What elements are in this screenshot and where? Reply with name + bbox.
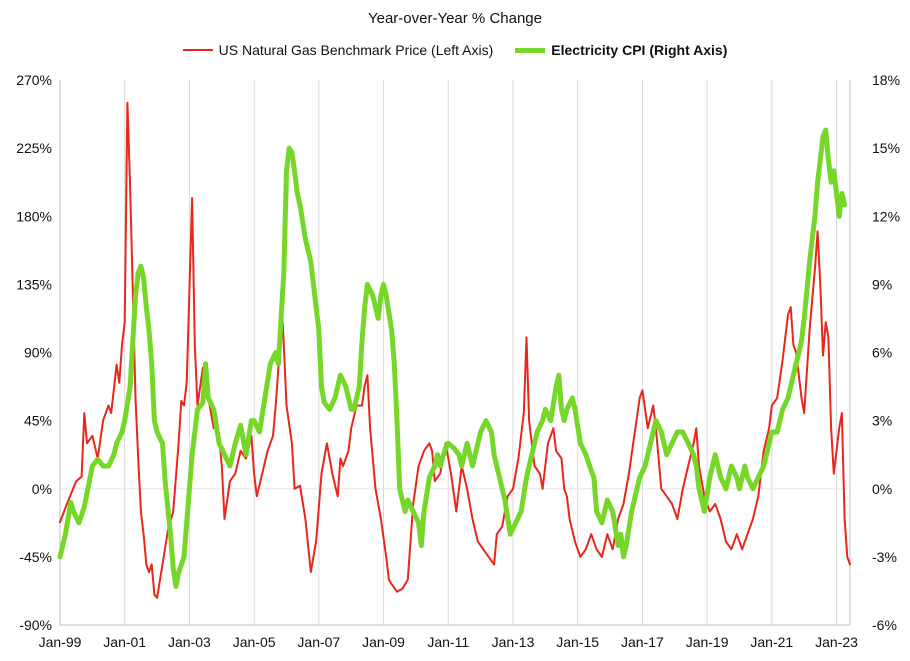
x-tick-label: Jan-99 bbox=[39, 634, 82, 650]
x-tick-label: Jan-19 bbox=[686, 634, 729, 650]
y-left-tick-label: 225% bbox=[16, 140, 52, 156]
natural-gas-series-line bbox=[59, 101, 851, 599]
y-left-tick-label: 90% bbox=[24, 345, 52, 361]
x-tick-label: Jan-15 bbox=[556, 634, 599, 650]
legend-swatch-electricity-cpi bbox=[515, 47, 546, 53]
y-right-tick-label: 12% bbox=[872, 208, 900, 224]
y-right-tick-label: 3% bbox=[872, 413, 892, 429]
legend-item-electricity-cpi: Electricity CPI (Right Axis) bbox=[515, 42, 727, 58]
y-left-tick-label: 180% bbox=[16, 208, 52, 224]
y-right-tick-label: 18% bbox=[872, 72, 900, 88]
y-left-tick-label: 135% bbox=[16, 276, 52, 292]
y-right-tick-label: 0% bbox=[872, 481, 892, 497]
y-left-tick-label: 45% bbox=[24, 413, 52, 429]
y-right-tick-label: 9% bbox=[872, 276, 892, 292]
y-right-tick-label: 15% bbox=[872, 140, 900, 156]
y-right-tick-label: -6% bbox=[872, 617, 897, 633]
x-tick-label: Jan-03 bbox=[168, 634, 211, 650]
y-right-tick-label: -3% bbox=[872, 549, 897, 565]
y-left-tick-label: 270% bbox=[16, 72, 52, 88]
x-tick-label: Jan-23 bbox=[815, 634, 858, 650]
x-tick-label: Jan-11 bbox=[427, 634, 469, 650]
x-tick-label: Jan-01 bbox=[103, 634, 146, 650]
x-tick-label: Jan-05 bbox=[233, 634, 276, 650]
legend-label-electricity-cpi: Electricity CPI (Right Axis) bbox=[551, 42, 728, 58]
x-tick-label: Jan-21 bbox=[750, 634, 793, 650]
y-left-tick-label: -45% bbox=[19, 549, 52, 565]
y-left-tick-label: -90% bbox=[19, 617, 52, 633]
legend-swatch-natural-gas bbox=[182, 49, 213, 51]
y-right-tick-label: 6% bbox=[872, 345, 892, 361]
legend-label-natural-gas: US Natural Gas Benchmark Price (Left Axi… bbox=[218, 42, 494, 58]
chart-title: Year-over-Year % Change bbox=[367, 10, 542, 27]
x-tick-label: Jan-07 bbox=[297, 634, 340, 650]
legend: US Natural Gas Benchmark Price (Left Axi… bbox=[0, 42, 910, 58]
x-tick-label: Jan-17 bbox=[621, 634, 664, 650]
legend-item-natural-gas: US Natural Gas Benchmark Price (Left Axi… bbox=[182, 42, 494, 58]
x-tick-label: Jan-13 bbox=[492, 634, 535, 650]
x-tick-label: Jan-09 bbox=[362, 634, 405, 650]
electricity-cpi-series-line bbox=[57, 127, 848, 589]
y-left-tick-label: 0% bbox=[32, 481, 52, 497]
